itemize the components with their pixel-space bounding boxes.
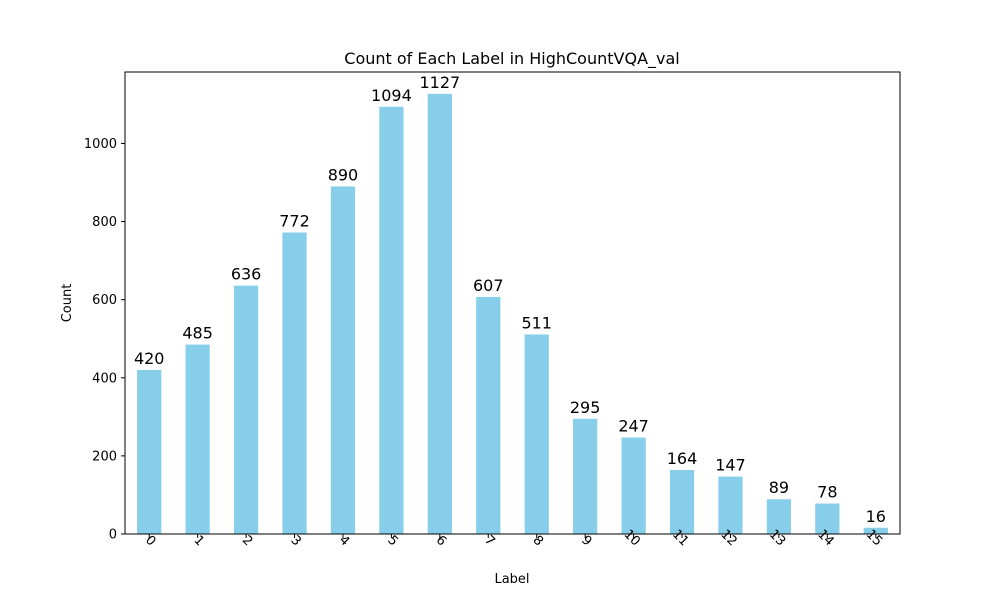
bar-5	[379, 106, 404, 535]
bar-2	[233, 285, 259, 534]
data-label-12: 147	[715, 456, 746, 475]
bar-7	[476, 296, 501, 534]
data-label-11: 164	[667, 449, 698, 468]
data-label-10: 247	[618, 417, 649, 436]
bar-6	[427, 93, 452, 535]
bar-9	[573, 418, 598, 534]
data-label-7: 607	[473, 276, 504, 295]
data-label-3: 772	[279, 212, 310, 231]
bar-15	[863, 527, 888, 534]
x-tick-label-8: 8	[530, 533, 546, 549]
data-label-0: 420	[134, 349, 165, 368]
bar-0	[137, 369, 162, 534]
data-label-1: 485	[182, 324, 213, 343]
bar-12	[718, 476, 743, 534]
bar-10	[621, 437, 646, 534]
y-tick-label-600: 600	[92, 293, 117, 308]
chart-title: Count of Each Label in HighCountVQA_val	[344, 49, 679, 69]
y-axis-label: Count	[60, 284, 75, 323]
data-label-13: 89	[769, 478, 789, 497]
x-tick-label-1: 1	[190, 533, 206, 549]
x-tick-label-6: 6	[433, 533, 449, 549]
y-tick-label-1000: 1000	[84, 137, 117, 152]
y-tick-label-400: 400	[92, 371, 117, 386]
data-label-14: 78	[817, 483, 837, 502]
y-tick-label-0: 0	[109, 528, 117, 543]
bar-1	[185, 344, 210, 534]
bar-11	[669, 469, 695, 534]
x-tick-label-0: 0	[142, 533, 158, 549]
x-tick-label-3: 3	[287, 533, 303, 549]
data-label-2: 636	[231, 265, 262, 284]
bar-13	[766, 499, 792, 534]
data-label-15: 16	[866, 507, 886, 526]
data-label-8: 511	[521, 313, 552, 332]
x-tick-label-4: 4	[336, 533, 352, 549]
data-label-6: 1127	[419, 73, 460, 92]
bar-8	[524, 334, 549, 534]
x-tick-label-5: 5	[384, 533, 400, 549]
bar-14	[815, 503, 840, 534]
x-tick-label-7: 7	[481, 533, 497, 549]
y-tick-label-200: 200	[92, 449, 117, 464]
y-tick-label-800: 800	[92, 215, 117, 230]
x-axis-label: Label	[494, 572, 529, 587]
data-label-4: 890	[328, 165, 359, 184]
x-tick-label-9: 9	[578, 533, 594, 549]
data-label-5: 1094	[371, 86, 412, 105]
bar-4	[330, 186, 356, 535]
plot-frame	[124, 71, 901, 535]
data-label-9: 295	[570, 398, 601, 417]
bar-3	[282, 232, 307, 534]
x-tick-label-2: 2	[239, 533, 255, 549]
